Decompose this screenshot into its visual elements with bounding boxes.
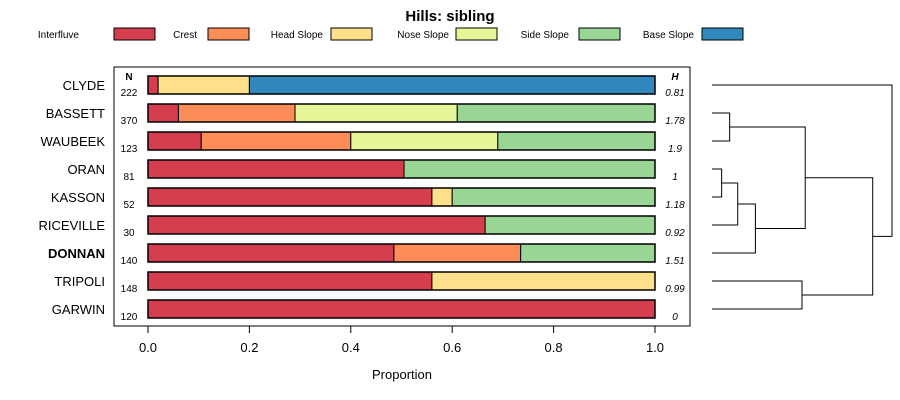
bar-segment bbox=[147, 75, 159, 95]
chart-title: Hills: sibling bbox=[405, 8, 494, 25]
h-header: H bbox=[671, 72, 679, 83]
row-h-value: 1.9 bbox=[668, 144, 682, 155]
dendrogram-link bbox=[729, 126, 806, 229]
bars bbox=[147, 75, 656, 319]
row-label: GARWIN bbox=[52, 302, 105, 317]
dendrogram-link bbox=[712, 203, 756, 254]
legend-label: Crest bbox=[173, 30, 197, 41]
legend-label: Head Slope bbox=[271, 30, 324, 41]
x-tick-label: 1.0 bbox=[646, 340, 664, 355]
row-n-value: 222 bbox=[121, 88, 138, 99]
row-h-value: 0.92 bbox=[665, 228, 685, 239]
dendrogram-link bbox=[712, 112, 731, 142]
bar-outline bbox=[147, 299, 656, 319]
row-label: BASSETT bbox=[46, 106, 105, 121]
bar-outline bbox=[147, 159, 656, 179]
bar-segment bbox=[520, 243, 656, 263]
bar-segment bbox=[147, 299, 656, 319]
dendrogram-link bbox=[712, 280, 803, 310]
legend-swatch bbox=[207, 27, 250, 41]
row-h-value: 1.18 bbox=[665, 200, 685, 211]
bar-segment bbox=[451, 187, 656, 207]
row-n-value: 123 bbox=[121, 144, 138, 155]
row-label: CLYDE bbox=[63, 78, 106, 93]
bar-segment bbox=[497, 131, 656, 151]
x-tick-label: 0.8 bbox=[545, 340, 563, 355]
bar-segment bbox=[393, 243, 522, 263]
dendrogram-link bbox=[712, 168, 723, 198]
legend-label: Base Slope bbox=[643, 30, 695, 41]
dendrogram-link bbox=[712, 182, 739, 226]
row-label: WAUBEEK bbox=[40, 134, 105, 149]
legend-label: Nose Slope bbox=[397, 30, 449, 41]
bar-outline bbox=[147, 187, 656, 207]
dendrogram-link bbox=[802, 177, 874, 296]
bar-segment bbox=[147, 243, 395, 263]
bar-segment bbox=[147, 103, 179, 123]
bar-segment bbox=[456, 103, 656, 123]
bar-outline bbox=[147, 243, 656, 263]
row-n-value: 81 bbox=[123, 172, 135, 183]
row-label: DONNAN bbox=[48, 246, 105, 261]
row-h-value: 1.78 bbox=[665, 116, 685, 127]
row-label: ORAN bbox=[67, 162, 105, 177]
legend-swatch bbox=[330, 27, 373, 41]
legend-swatch bbox=[701, 27, 744, 41]
dendrogram bbox=[712, 84, 893, 310]
x-axis: 0.0 0.2 0.4 0.6 0.8 1.0 bbox=[139, 326, 664, 355]
row-h-value: 0.81 bbox=[665, 88, 684, 99]
legend-swatch bbox=[113, 27, 156, 41]
row-label: RICEVILLE bbox=[39, 218, 106, 233]
bar-segment bbox=[147, 159, 405, 179]
bar-segment bbox=[431, 187, 453, 207]
bar-segment bbox=[200, 131, 352, 151]
x-axis-label: Proportion bbox=[372, 367, 432, 382]
x-tick-label: 0.0 bbox=[139, 340, 157, 355]
row-h-value: 0 bbox=[672, 312, 678, 323]
bar-outline bbox=[147, 103, 656, 123]
bar-outline bbox=[147, 215, 656, 235]
bar-segment bbox=[431, 271, 656, 291]
row-h-value: 1.51 bbox=[665, 256, 684, 267]
bar-segment bbox=[147, 215, 486, 235]
bar-outline bbox=[147, 271, 656, 291]
row-n-value: 140 bbox=[121, 256, 138, 267]
row-n-value: 370 bbox=[121, 116, 138, 127]
row-n-value: 52 bbox=[123, 200, 135, 211]
legend-swatch bbox=[455, 27, 498, 41]
row-label: TRIPOLI bbox=[54, 274, 105, 289]
row-h-value: 0.99 bbox=[665, 284, 685, 295]
legend: Interfluve Crest Head Slope Nose Slope Side … bbox=[38, 27, 744, 41]
bar-outline bbox=[147, 131, 656, 151]
row-n-value: 30 bbox=[123, 228, 135, 239]
bar-segment bbox=[147, 187, 433, 207]
bar-segment bbox=[350, 131, 499, 151]
n-header: N bbox=[125, 72, 132, 83]
bar-segment bbox=[177, 103, 296, 123]
dendrogram-link bbox=[712, 84, 893, 237]
bar-segment bbox=[248, 75, 656, 95]
bar-segment bbox=[147, 271, 433, 291]
legend-swatch bbox=[578, 27, 621, 41]
plot-panel bbox=[113, 66, 691, 327]
row-n-value: 148 bbox=[121, 284, 138, 295]
bar-segment bbox=[403, 159, 656, 179]
x-tick-label: 0.4 bbox=[342, 340, 360, 355]
row-labels: CLYDE 222 0.81 BASSETT 370 1.78 WAUBEEK 123 1.9 O… bbox=[39, 78, 686, 323]
row-n-value: 120 bbox=[121, 312, 138, 323]
legend-label: Side Slope bbox=[521, 30, 570, 41]
x-tick-label: 0.6 bbox=[443, 340, 461, 355]
bar-segment bbox=[484, 215, 656, 235]
x-tick-label: 0.2 bbox=[240, 340, 258, 355]
legend-label: Interfluve bbox=[38, 30, 80, 41]
row-h-value: 1 bbox=[672, 172, 678, 183]
bar-segment bbox=[147, 131, 202, 151]
row-label: KASSON bbox=[51, 190, 105, 205]
bar-segment bbox=[157, 75, 250, 95]
bar-outline bbox=[147, 75, 656, 95]
bar-segment bbox=[294, 103, 458, 123]
